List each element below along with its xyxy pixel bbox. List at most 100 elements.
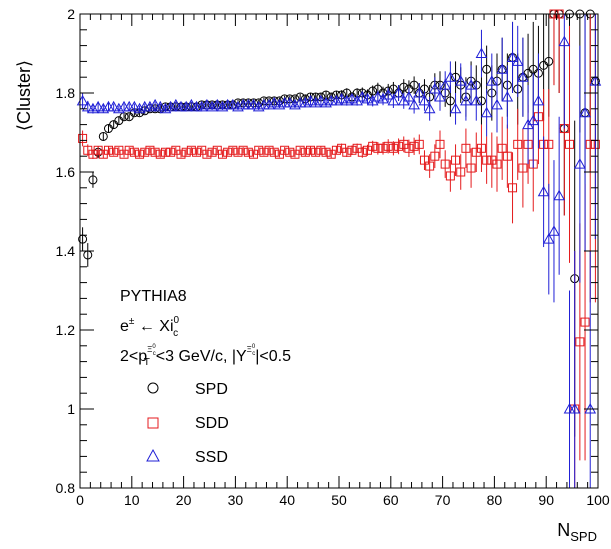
x-axis-title-sub: SPD — [570, 529, 597, 544]
kin-pt-sub: T — [144, 357, 150, 368]
point-sdd — [585, 139, 595, 149]
point-ssd — [568, 402, 581, 414]
point-ssd — [392, 86, 405, 98]
x-tick-label: 80 — [487, 492, 503, 508]
point-ssd — [465, 79, 477, 90]
point-ssd — [201, 98, 213, 110]
point-ssd — [320, 96, 332, 108]
point-sdd — [502, 151, 512, 161]
point-sdd — [388, 143, 398, 153]
point-sdd — [440, 159, 450, 169]
series-spd — [78, 9, 600, 437]
point-ssd — [423, 102, 436, 114]
kin-3: |<0.5 — [255, 348, 291, 365]
point-ssd — [247, 98, 260, 110]
point-sdd — [456, 167, 466, 177]
point-ssd — [154, 100, 167, 112]
point-sdd — [150, 147, 160, 157]
point-ssd — [470, 94, 483, 106]
point-ssd — [149, 98, 161, 110]
legend-marker-sdd — [147, 417, 159, 429]
point-ssd — [491, 98, 503, 110]
point-ssd — [372, 90, 384, 102]
x-tick-label: 60 — [383, 492, 399, 508]
point-ssd — [413, 86, 426, 98]
point-sdd — [140, 147, 150, 157]
point-spd — [445, 96, 455, 106]
point-sdd — [306, 145, 316, 155]
point-sdd — [419, 155, 429, 165]
point-ssd — [553, 189, 565, 201]
point-sdd — [575, 337, 585, 347]
point-ssd — [558, 35, 571, 47]
point-ssd — [299, 96, 312, 108]
point-ssd — [232, 100, 244, 112]
point-sdd — [394, 141, 404, 151]
point-ssd — [506, 51, 519, 62]
point-ssd — [133, 102, 146, 114]
y-tick-label: 0.8 — [56, 480, 76, 496]
point-ssd — [289, 98, 301, 110]
x-axis-title: NSPD — [557, 520, 597, 544]
point-ssd — [315, 94, 327, 106]
y-tick-label: 1.4 — [56, 243, 76, 259]
point-ssd — [361, 92, 374, 104]
point-sdd — [357, 147, 367, 157]
point-sdd — [103, 145, 113, 155]
point-ssd — [366, 94, 379, 106]
point-sdd — [78, 133, 88, 143]
point-spd — [88, 175, 98, 185]
point-sdd — [342, 147, 352, 157]
point-ssd — [397, 94, 410, 106]
point-ssd — [439, 79, 452, 90]
point-sdd — [300, 147, 310, 157]
decay-label: e± ← Xi0 c — [120, 315, 180, 339]
point-ssd — [532, 94, 545, 106]
kin-y-sup-sup: 0 — [252, 344, 256, 350]
point-sdd — [404, 143, 414, 153]
point-ssd — [428, 83, 441, 94]
point-sdd — [135, 149, 145, 159]
point-sdd — [217, 149, 227, 159]
point-ssd — [579, 106, 591, 118]
point-ssd — [304, 94, 317, 106]
point-sdd — [373, 143, 383, 153]
kin-1: 2<p — [120, 348, 147, 365]
point-spd — [409, 80, 419, 90]
point-ssd — [97, 102, 110, 114]
point-ssd — [263, 98, 275, 110]
point-ssd — [87, 102, 99, 114]
point-sdd — [368, 141, 378, 151]
point-spd — [98, 131, 108, 141]
point-sdd — [518, 163, 528, 173]
point-sdd — [176, 149, 186, 159]
point-ssd — [408, 98, 420, 110]
point-spd — [399, 82, 409, 92]
point-sdd — [451, 155, 461, 165]
kin-pt-sup: Ξ — [147, 345, 152, 354]
point-sdd — [513, 139, 523, 149]
point-sdd — [192, 147, 202, 157]
point-ssd — [159, 102, 172, 114]
point-ssd — [485, 75, 498, 86]
point-sdd — [466, 163, 476, 173]
point-ssd — [511, 55, 524, 66]
legend-marker-spd — [147, 382, 159, 394]
point-ssd — [206, 100, 218, 112]
x-tick-label: 100 — [586, 492, 610, 508]
point-sdd — [264, 145, 274, 155]
point-sdd — [243, 147, 253, 157]
point-sdd — [166, 147, 176, 157]
point-ssd — [195, 100, 208, 112]
point-ssd — [144, 100, 156, 112]
point-sdd — [580, 317, 590, 327]
point-sdd — [476, 143, 486, 153]
series-ssd — [76, 14, 602, 488]
point-sdd — [228, 145, 238, 155]
point-ssd — [449, 102, 462, 114]
y-axis-title: ⟨Cluster⟩ — [14, 60, 34, 131]
point-sdd — [285, 147, 295, 157]
point-ssd — [351, 94, 363, 106]
legend-label-sdd: SDD — [195, 415, 229, 432]
point-sdd — [295, 145, 305, 155]
